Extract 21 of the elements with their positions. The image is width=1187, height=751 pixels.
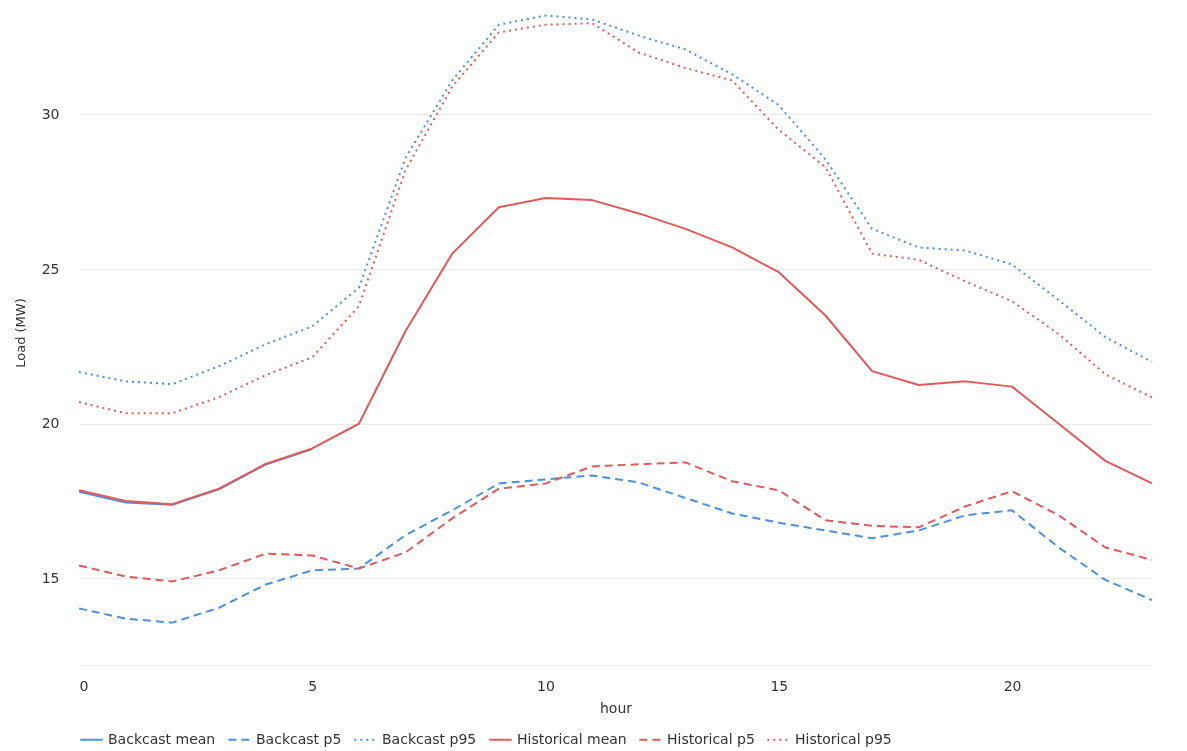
y-tick-label: 15 (41, 569, 60, 586)
y-tick-label: 20 (41, 415, 60, 432)
x-axis-title: hour (599, 699, 633, 716)
y-tick-label: 30 (41, 105, 60, 122)
x-tick-label: 0 (79, 677, 89, 694)
x-tick-label: 5 (308, 677, 318, 694)
x-tick-label: 10 (537, 677, 555, 694)
y-axis-title: Load (MW) (12, 298, 28, 368)
legend-label: Backcast p95 (382, 730, 477, 747)
legend-label: Backcast mean (108, 730, 216, 747)
y-tick-label: 25 (41, 260, 60, 277)
legend-label: Historical mean (517, 730, 627, 747)
legend-label: Historical p95 (795, 730, 892, 747)
line-series (78, 196, 1153, 506)
line-series (78, 474, 1153, 624)
x-tick-label: 15 (770, 677, 789, 694)
line-series (78, 461, 1153, 583)
x-tick-label: 20 (1003, 677, 1022, 694)
line-series (78, 448, 314, 506)
legend-label: Historical p5 (667, 730, 755, 747)
legend-label: Backcast p5 (256, 730, 342, 747)
